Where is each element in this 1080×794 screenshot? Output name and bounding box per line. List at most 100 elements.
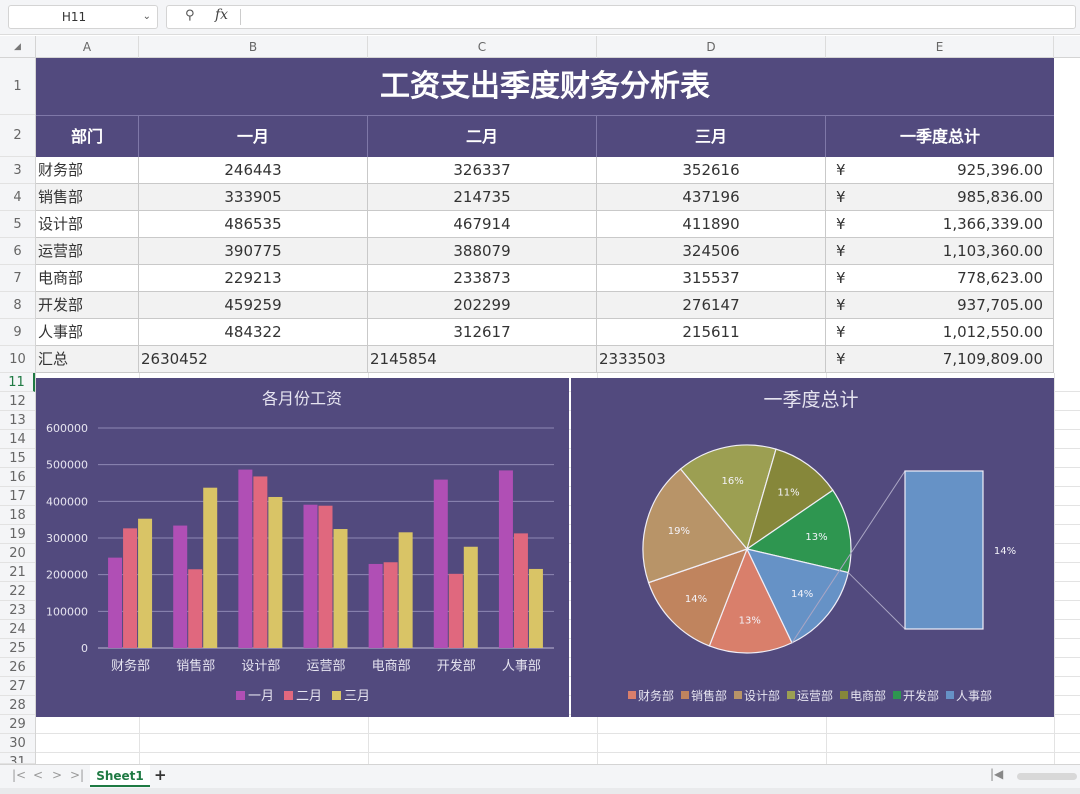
row-18-header[interactable]: 18 [0,506,35,525]
next-sheet-icon[interactable]: > [52,768,63,782]
table-row-total-cell[interactable]: ¥1,012,550.00 [826,319,1054,346]
first-sheet-icon[interactable]: |< [12,768,27,782]
row-8-header[interactable]: 8 [0,292,35,319]
table-row-m3-cell[interactable]: 324506 [597,238,826,265]
row-12-header[interactable]: 12 [0,392,35,411]
row-19-header[interactable]: 19 [0,525,35,544]
header-dept[interactable]: 部门 [36,115,139,157]
header-jan[interactable]: 一月 [139,115,368,157]
row-4-header[interactable]: 4 [0,184,35,211]
row-23-header[interactable]: 23 [0,601,35,620]
summary-row-m2-cell[interactable]: 2145854 [368,346,597,373]
column-e-header[interactable]: E [826,36,1054,58]
table-title[interactable]: 工资支出季度财务分析表 [36,58,1054,115]
table-row-m3-cell[interactable]: 215611 [597,319,826,346]
row-6-header[interactable]: 6 [0,238,35,265]
add-sheet-button[interactable]: + [154,766,167,784]
zoom-icon[interactable]: ⚲ [185,8,195,23]
row-28-header[interactable]: 28 [0,696,35,715]
row-16-header[interactable]: 16 [0,468,35,487]
table-row-dept-cell[interactable]: 设计部 [36,211,139,238]
row-11-header[interactable]: 11 [0,373,35,392]
row-29-header[interactable]: 29 [0,715,35,734]
tab-sheet1[interactable]: Sheet1 [90,765,150,787]
table-row-dept-cell[interactable]: 开发部 [36,292,139,319]
bar-chart[interactable]: 各月份工资 0 100000 200000 300000 400000 500000 600… [36,378,569,717]
pie-chart[interactable]: 一季度总计 13% 14% 19% 16% 11% 13% 14% 14% 财务部 销售部 设计… [571,378,1054,717]
row-14-header[interactable]: 14 [0,430,35,449]
row-26-header[interactable]: 26 [0,658,35,677]
summary-row-m1-cell[interactable]: 2630452 [139,346,368,373]
row-10-header[interactable]: 10 [0,346,35,373]
sheet-grid[interactable]: 工资支出季度财务分析表 部门 一月 二月 三月 一季度总计 财务部 246443 3… [36,58,1080,772]
table-row-m2-cell[interactable]: 326337 [368,157,597,184]
row-2-header[interactable]: 2 [0,115,35,157]
table-row-total-cell[interactable]: ¥1,366,339.00 [826,211,1054,238]
row-27-header[interactable]: 27 [0,677,35,696]
column-a-header[interactable]: A [36,36,139,58]
row-30-header[interactable]: 30 [0,734,35,753]
row-7-header[interactable]: 7 [0,265,35,292]
table-row-m1-cell[interactable]: 390775 [139,238,368,265]
summary-row-total-cell[interactable]: ¥7,109,809.00 [826,346,1054,373]
table-row-total-cell[interactable]: ¥1,103,360.00 [826,238,1054,265]
table-row-m1-cell[interactable]: 484322 [139,319,368,346]
row-31-header[interactable]: 31 [0,753,35,764]
row-1-header[interactable]: 1 [0,58,35,115]
chevron-down-icon[interactable]: ⌄ [142,11,151,22]
header-mar[interactable]: 三月 [597,115,826,157]
header-total[interactable]: 一季度总计 [826,115,1054,157]
table-row-m1-cell[interactable]: 229213 [139,265,368,292]
row-9-header[interactable]: 9 [0,319,35,346]
row-5-header[interactable]: 5 [0,211,35,238]
table-row-m1-cell[interactable]: 486535 [139,211,368,238]
table-row-m3-cell[interactable]: 352616 [597,157,826,184]
summary-row-dept-cell[interactable]: 汇总 [36,346,139,373]
table-row-m1-cell[interactable]: 246443 [139,157,368,184]
last-sheet-icon[interactable]: >| [70,768,85,782]
formula-input[interactable]: ⚲ fx [166,5,1076,29]
table-row-total-cell[interactable]: ¥937,705.00 [826,292,1054,319]
table-row-m3-cell[interactable]: 315537 [597,265,826,292]
row-17-header[interactable]: 17 [0,487,35,506]
table-row-dept-cell[interactable]: 销售部 [36,184,139,211]
row-15-header[interactable]: 15 [0,449,35,468]
select-all-icon[interactable]: ◢ [0,36,36,58]
table-row-m2-cell[interactable]: 467914 [368,211,597,238]
table-row-m3-cell[interactable]: 437196 [597,184,826,211]
table-row-m3-cell[interactable]: 411890 [597,211,826,238]
pie-slice-label: 16% [721,476,743,487]
row-21-header[interactable]: 21 [0,563,35,582]
name-box[interactable]: H11 ⌄ [8,5,158,29]
table-row-m1-cell[interactable]: 333905 [139,184,368,211]
table-row-m2-cell[interactable]: 233873 [368,265,597,292]
row-22-header[interactable]: 22 [0,582,35,601]
row-3-header[interactable]: 3 [0,157,35,184]
table-row-m3-cell[interactable]: 276147 [597,292,826,319]
row-13-header[interactable]: 13 [0,411,35,430]
table-row-m1-cell[interactable]: 459259 [139,292,368,319]
table-row-total-cell[interactable]: ¥778,623.00 [826,265,1054,292]
horizontal-scrollbar[interactable] [1017,773,1077,780]
row-25-header[interactable]: 25 [0,639,35,658]
row-20-header[interactable]: 20 [0,544,35,563]
table-row-m2-cell[interactable]: 312617 [368,319,597,346]
column-b-header[interactable]: B [139,36,368,58]
row-24-header[interactable]: 24 [0,620,35,639]
table-row-dept-cell[interactable]: 电商部 [36,265,139,292]
prev-sheet-icon[interactable]: < [33,768,44,782]
table-row-m2-cell[interactable]: 388079 [368,238,597,265]
table-row-dept-cell[interactable]: 运营部 [36,238,139,265]
fx-icon[interactable]: fx [215,7,229,23]
header-feb[interactable]: 二月 [368,115,597,157]
table-row-m2-cell[interactable]: 202299 [368,292,597,319]
column-c-header[interactable]: C [368,36,597,58]
table-row-dept-cell[interactable]: 财务部 [36,157,139,184]
summary-row-m3-cell[interactable]: 2333503 [597,346,826,373]
scroll-left-icon[interactable]: |◀ [990,767,1004,781]
table-row-total-cell[interactable]: ¥985,836.00 [826,184,1054,211]
table-row-dept-cell[interactable]: 人事部 [36,319,139,346]
table-row-m2-cell[interactable]: 214735 [368,184,597,211]
table-row-total-cell[interactable]: ¥925,396.00 [826,157,1054,184]
column-d-header[interactable]: D [597,36,826,58]
